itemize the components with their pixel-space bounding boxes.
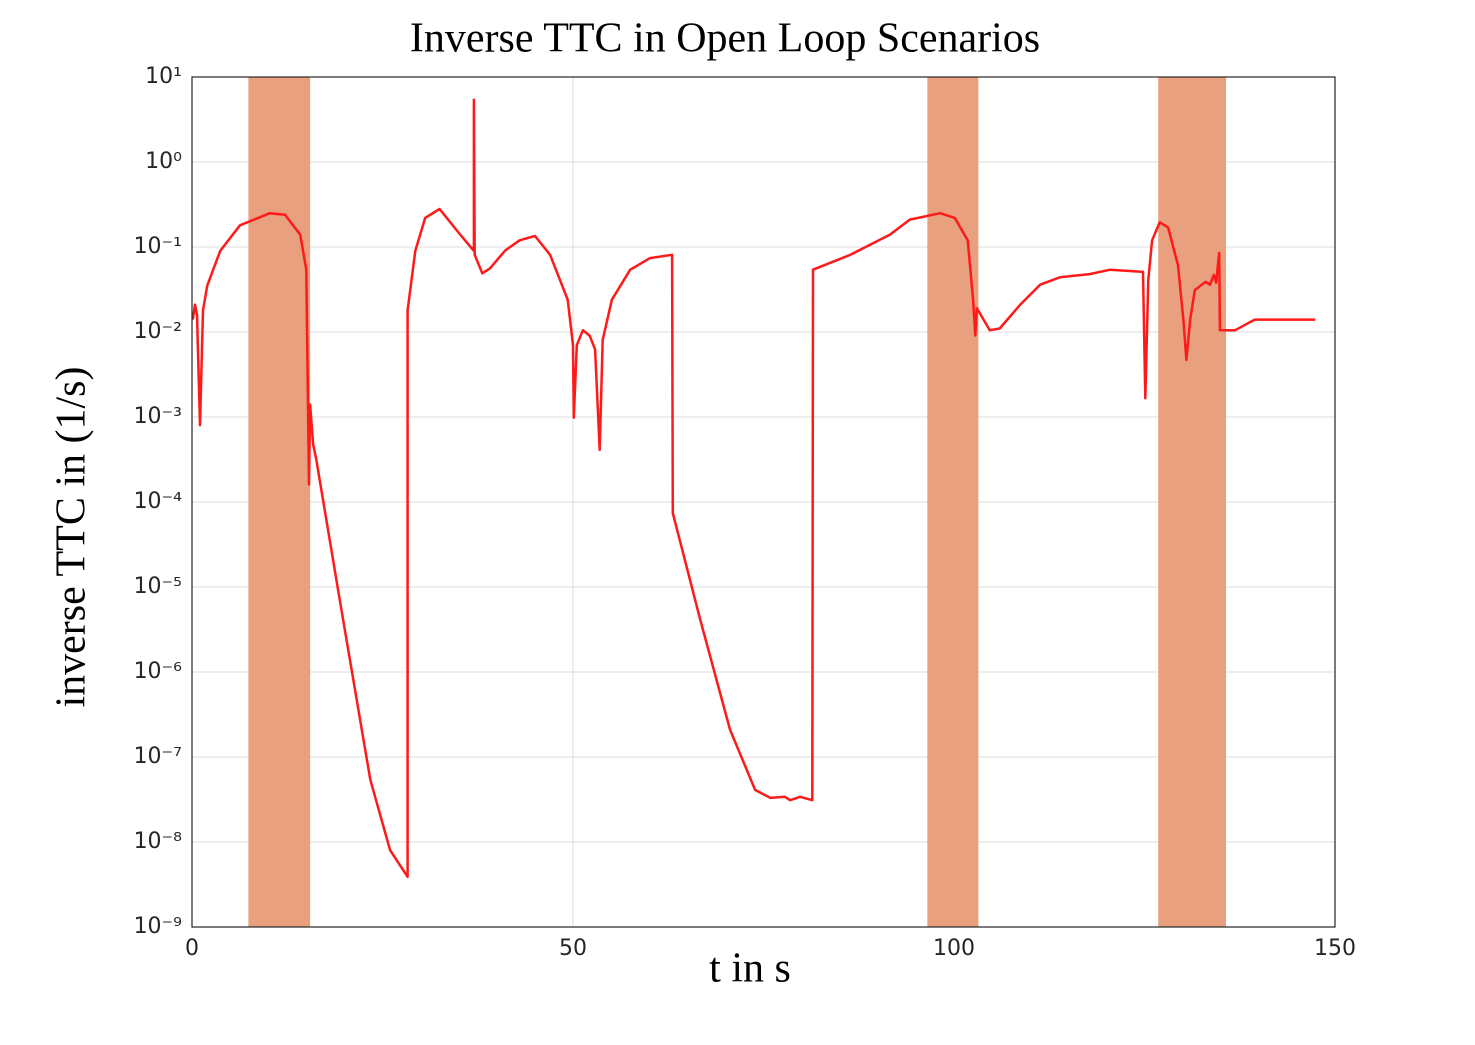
x-tick-label: 150 [1314, 936, 1356, 961]
data-line [191, 98, 1316, 879]
y-axis-label: inverse TTC in (1/s) [49, 366, 95, 707]
y-tick-label: 10⁻⁴ [134, 489, 183, 514]
y-tick-label: 10⁻⁷ [134, 744, 182, 769]
highlight-band [927, 77, 979, 927]
y-tick-label: 10⁻⁶ [134, 659, 183, 684]
y-tick-label: 10¹ [145, 64, 182, 89]
highlight-band [1158, 77, 1227, 927]
y-tick-label: 10⁻⁸ [134, 829, 183, 854]
plot-frame [191, 76, 1336, 928]
x-tick-label: 100 [933, 936, 975, 961]
y-tick-label: 10⁻¹ [134, 234, 182, 259]
y-tick-label: 10⁰ [145, 149, 182, 174]
y-tick-label: 10⁻⁵ [134, 574, 182, 599]
chart-title: Inverse TTC in Open Loop Scenarios [410, 16, 1040, 62]
y-tick-label: 10⁻² [134, 319, 182, 344]
y-tick-label: 10⁻⁹ [134, 914, 182, 939]
x-tick-label: 0 [185, 936, 199, 961]
y-tick-label: 10⁻³ [134, 404, 182, 429]
x-tick-label: 50 [559, 936, 587, 961]
x-axis-label: t in s [709, 946, 791, 992]
highlight-band [248, 77, 311, 927]
